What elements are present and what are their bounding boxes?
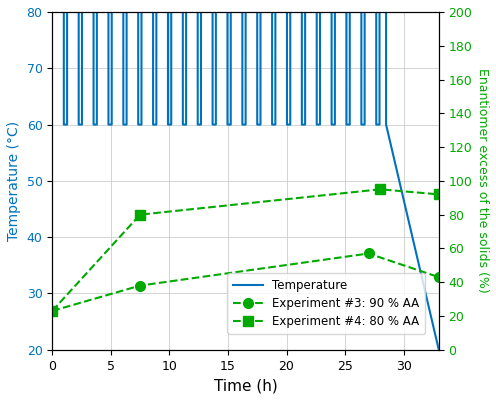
Temperature [49, 10, 55, 14]
Y-axis label: Temperature (°C): Temperature (°C) [7, 121, 21, 241]
Temperature [332, 10, 338, 14]
Line: Experiment #4: 80 % AA: Experiment #4: 80 % AA [47, 184, 443, 316]
Experiment #3: 90 % AA: (7.5, 31.4): 90 % AA: (7.5, 31.4) [137, 283, 143, 288]
Line: Experiment #3: 90 % AA: Experiment #3: 90 % AA [47, 249, 443, 316]
Experiment #4: 80 % AA: (28, 48.5): 80 % AA: (28, 48.5) [377, 187, 383, 192]
Experiment #4: 80 % AA: (7.5, 44): 80 % AA: (7.5, 44) [137, 212, 143, 217]
Temperature [317, 10, 323, 14]
Experiment #4: 80 % AA: (0, 26.9): 80 % AA: (0, 26.9) [49, 308, 55, 313]
Experiment #3: 90 % AA: (0, 26.9): 90 % AA: (0, 26.9) [49, 308, 55, 313]
Temperature [329, 10, 335, 14]
X-axis label: Time (h): Time (h) [214, 378, 277, 393]
Temperature [436, 347, 442, 352]
Y-axis label: Enantiomer excess of the solids (%): Enantiomer excess of the solids (%) [476, 68, 489, 293]
Line: Temperature: Temperature [52, 12, 439, 350]
Temperature [254, 122, 260, 127]
Legend: Temperature, Experiment #3: 90 % AA, Experiment #4: 80 % AA: Temperature, Experiment #3: 90 % AA, Exp… [227, 274, 425, 334]
Temperature [302, 122, 308, 127]
Experiment #3: 90 % AA: (27, 37.1): 90 % AA: (27, 37.1) [366, 251, 372, 256]
Temperature [317, 122, 323, 127]
Experiment #3: 90 % AA: (33, 32.9): 90 % AA: (33, 32.9) [436, 275, 442, 280]
Experiment #4: 80 % AA: (33, 47.6): 80 % AA: (33, 47.6) [436, 192, 442, 197]
